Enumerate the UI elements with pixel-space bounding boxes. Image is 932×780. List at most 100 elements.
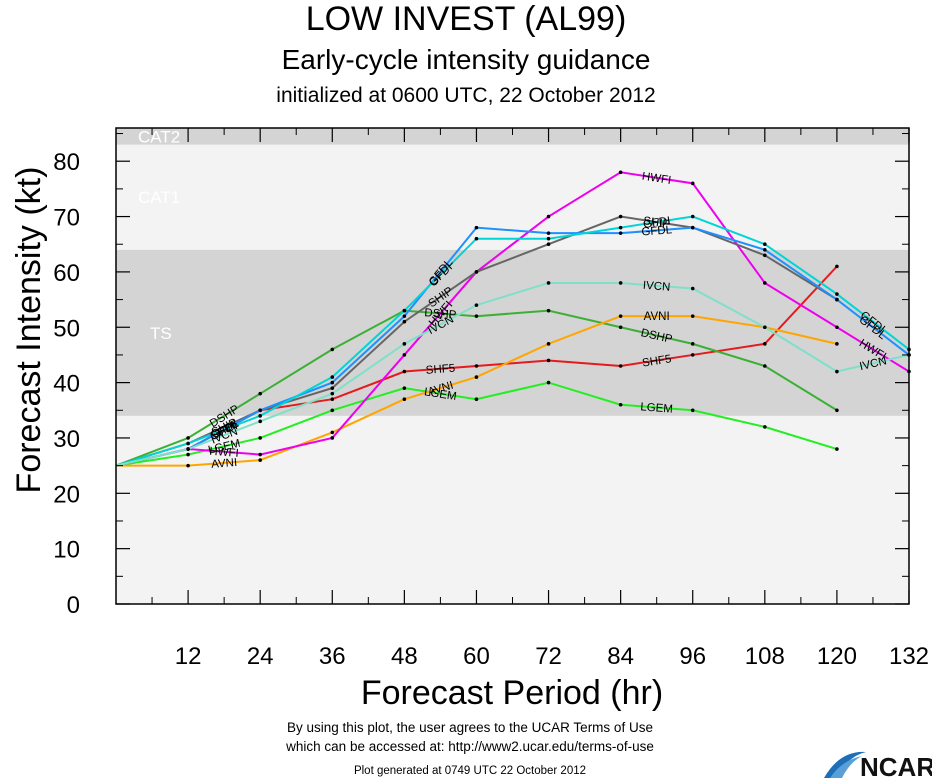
data-point-gfdl [330, 380, 335, 385]
series-line-hwfi [115, 171, 910, 467]
series-label-hwfi: HWFI [641, 171, 672, 187]
data-point-ivcn [763, 325, 767, 330]
y-tick-label: 80 [53, 149, 80, 176]
data-point-lgem [690, 408, 695, 413]
data-point-gfdi [330, 375, 335, 379]
y-tick-label: 0 [67, 592, 80, 619]
series-label-ivcn: IVCN [642, 280, 670, 294]
chart-subtitle: Early-cycle intensity guidance [281, 44, 651, 75]
x-tick-label: 24 [247, 643, 274, 670]
data-point-ivcn [546, 281, 551, 285]
data-point-gfdl [618, 231, 623, 235]
series-label-lgem: LGEM [423, 386, 457, 403]
data-point-lgem [763, 425, 767, 429]
data-point-ship [474, 270, 479, 274]
x-tick-label: 132 [889, 643, 929, 670]
data-point-dshp [690, 342, 695, 346]
x-tick-label: 36 [319, 643, 346, 670]
data-point-dshp [258, 391, 262, 396]
data-point-shf5 [835, 264, 839, 269]
y-tick-label: 30 [53, 426, 80, 453]
data-point-hwfi [763, 281, 767, 285]
data-point-hwfi [835, 325, 839, 330]
data-point-ship [618, 214, 623, 219]
data-point-hwfi [546, 214, 551, 219]
x-tick-label: 12 [175, 643, 202, 670]
data-point-ivcn [835, 369, 839, 374]
data-point-shf5 [402, 369, 407, 374]
data-point-hwfi [690, 181, 695, 186]
data-point-gfdl [690, 225, 695, 230]
data-point-avni [690, 314, 695, 318]
x-tick-label: 96 [679, 643, 706, 670]
data-point-avni [186, 463, 190, 468]
data-point-lgem [835, 447, 839, 451]
data-point-ivcn [258, 419, 262, 424]
data-point-ivcn [186, 447, 190, 451]
x-axis-label: Forecast Period (hr) [361, 674, 663, 712]
x-tick-label: 120 [817, 643, 857, 670]
y-tick-label: 40 [53, 371, 80, 398]
data-point-dshp [835, 408, 839, 413]
data-point-ship [763, 253, 767, 258]
series-line-gfdi [115, 215, 910, 467]
data-point-shf5 [690, 353, 695, 357]
data-point-dshp [618, 325, 623, 330]
data-point-ivcn [474, 303, 479, 307]
data-point-avni [402, 397, 407, 402]
series-label-gfdi: GFDI [642, 215, 671, 231]
data-point-dshp [330, 347, 335, 352]
series-label-shf5: SHF5 [425, 363, 455, 377]
data-point-dshp [763, 364, 767, 368]
data-point-gfdi [618, 225, 623, 230]
series-label-avni: AVNI [211, 457, 238, 471]
data-point-avni [618, 314, 623, 318]
data-point-lgem [474, 397, 479, 402]
data-point-gfdi [258, 414, 262, 418]
data-point-hwfi [618, 170, 623, 175]
x-tick-label: 60 [463, 643, 490, 670]
data-point-lgem [546, 380, 551, 385]
data-point-gfdl [474, 225, 479, 230]
x-tick-label: 48 [391, 643, 418, 670]
data-point-gfdi [186, 441, 190, 446]
y-tick-label: 60 [53, 260, 80, 287]
series-label-lgem: LGEM [640, 401, 673, 415]
data-point-shf5 [618, 364, 623, 368]
data-point-avni [330, 430, 335, 435]
data-point-ivcn [690, 286, 695, 291]
data-point-shf5 [474, 364, 479, 368]
data-point-lgem [186, 452, 190, 457]
data-point-lgem [330, 408, 335, 413]
data-point-lgem [618, 402, 623, 407]
data-point-ivcn [618, 281, 623, 285]
y-tick-label: 70 [53, 205, 80, 232]
data-point-gfdi [690, 214, 695, 219]
data-point-dshp [186, 436, 190, 440]
terms-line-1: By using this plot, the user agrees to t… [287, 720, 653, 735]
data-point-gfdl [835, 297, 839, 302]
data-point-gfdl [546, 231, 551, 235]
generated-time: Plot generated at 0749 UTC 22 October 20… [353, 765, 587, 777]
series-label-avni: AVNI [644, 311, 670, 323]
data-point-gfdi [474, 236, 479, 241]
band-label-ts: TS [150, 324, 172, 343]
chart-init-time: initialized at 0600 UTC, 22 October 2012 [276, 84, 656, 107]
series-label-shf5: SHF5 [641, 353, 672, 369]
band-label-cat2: CAT2 [138, 127, 180, 146]
y-tick-label: 10 [53, 537, 80, 564]
data-point-lgem [402, 386, 407, 390]
data-point-shf5 [546, 358, 551, 363]
band-cat2 [116, 128, 909, 145]
band-cat1 [116, 144, 909, 250]
x-tick-label: 72 [535, 643, 562, 670]
chart-title: LOW INVEST (AL99) [305, 0, 627, 38]
series-label-gfdl: GFDL [641, 224, 673, 238]
x-tick-label: 108 [745, 643, 785, 670]
data-point-hwfi [258, 452, 262, 457]
data-point-dshp [474, 314, 479, 318]
series-label-ship: SHIP [642, 215, 671, 231]
data-point-hwfi [402, 353, 407, 357]
data-point-gfdl [763, 247, 767, 252]
data-point-avni [474, 375, 479, 379]
